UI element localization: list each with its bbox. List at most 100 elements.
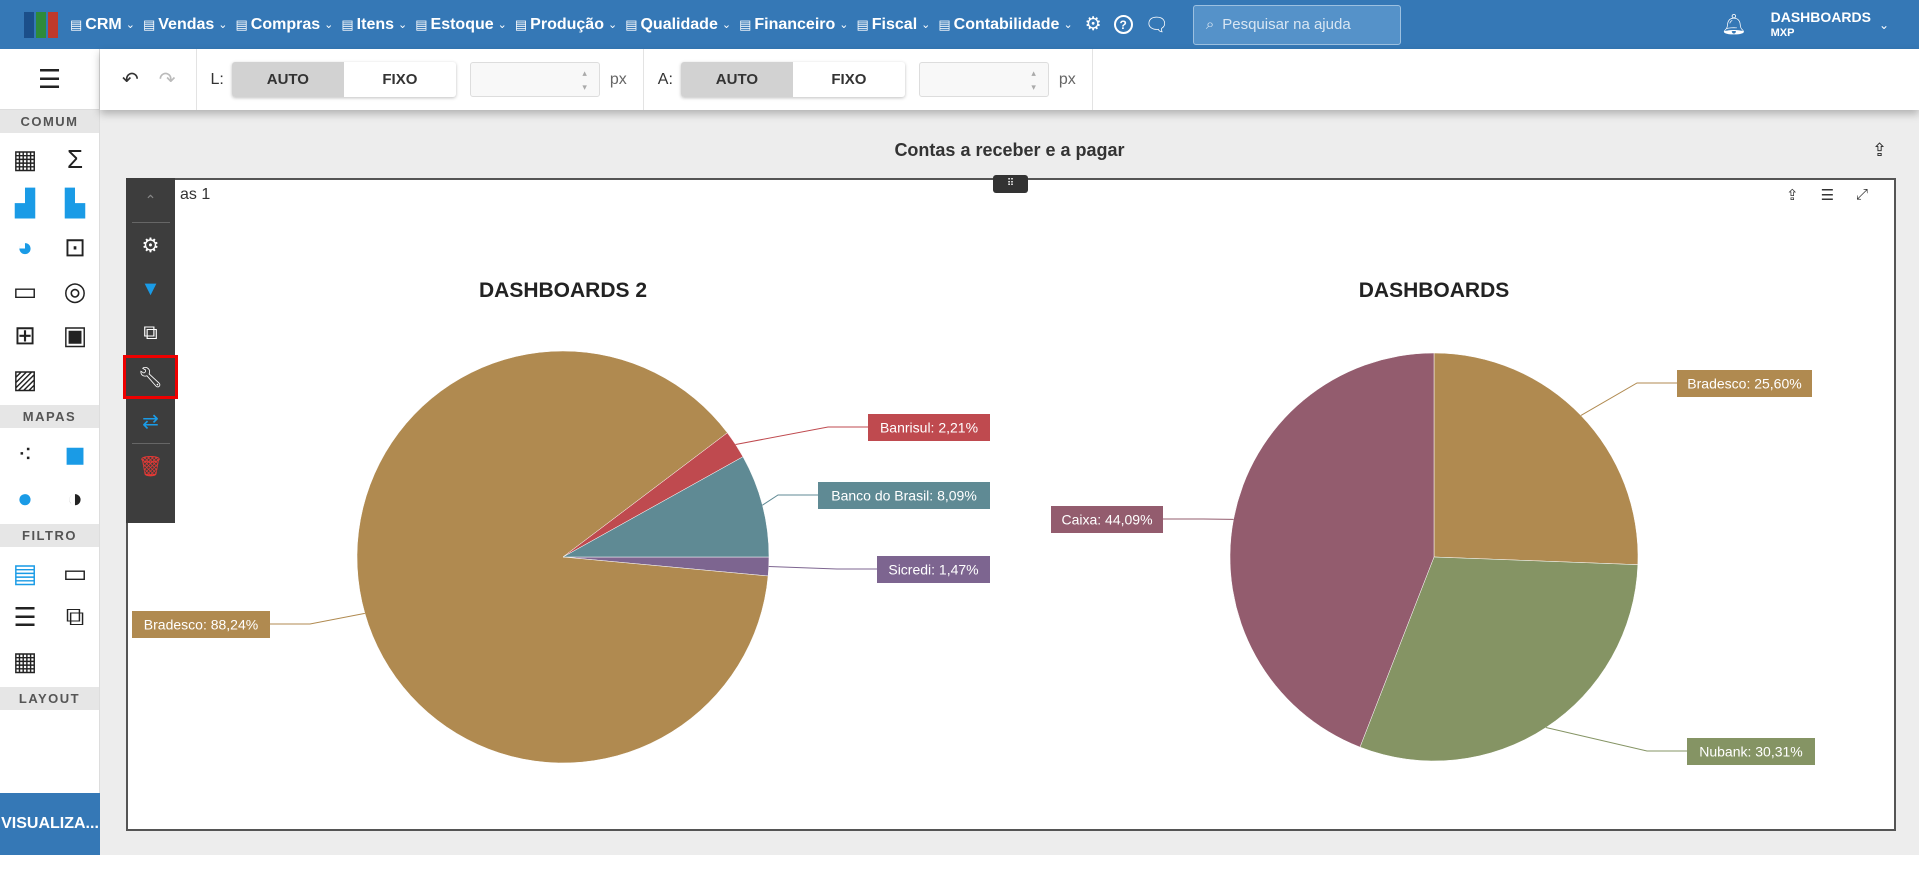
nav-compras[interactable]: ▤ Compras ⌄ [235,15,334,33]
table-widget-icon[interactable]: ▦ [12,143,38,174]
delete-icon[interactable]: 🗑︎ [137,455,164,478]
gear-icon[interactable]: ⚙ [1084,14,1102,35]
leader-line [735,426,868,445]
image-widget-icon[interactable]: ▣ [62,319,88,350]
gauge-widget-icon[interactable]: ◎ [63,275,87,306]
chevron-down-icon[interactable]: ⌄ [1878,17,1889,32]
chevron-down-icon: ⌄ [125,19,135,31]
panel-caption: as 1 [180,186,211,203]
width-auto-button[interactable]: AUTO [231,62,344,97]
section-comum: COMUM [0,110,99,133]
nav-estoque[interactable]: ▤ Estoque ⌄ [415,15,507,33]
height-fixed-button[interactable]: FIXO [831,71,867,88]
slice-label-box [1677,370,1812,397]
filter-icon[interactable]: ▼ [140,277,161,300]
pie-slice[interactable] [1433,352,1639,565]
height-mode-toggle[interactable]: AUTO FIXO [680,62,905,97]
bar-chart-widget-icon[interactable]: ▟ [15,187,35,218]
height-input[interactable] [918,62,1049,97]
ledger-icon: ▤ [938,16,951,32]
wrench-icon[interactable]: 🔧︎ [123,355,178,399]
leader-line [270,612,365,625]
help-icon[interactable]: ? [1113,15,1133,34]
undo-icon[interactable]: ↶ [122,69,139,91]
nav-fiscal[interactable]: ▤ Fiscal ⌄ [856,15,931,33]
slice-label: Caixa: 44,09% [1061,512,1152,528]
chat-icon[interactable]: 🗨︎ [1144,14,1169,36]
text-widget-icon[interactable]: ⊞ [14,319,36,350]
drag-handle[interactable]: ⠿ [993,175,1028,193]
slice-label-box [132,611,270,638]
export-icon[interactable]: ⇪ [1872,140,1888,160]
chart-title: DASHBOARDS [1359,279,1510,302]
list-box-icon[interactable]: ☰ [13,601,37,632]
pie-slice[interactable] [1229,352,1435,748]
combo-box-icon[interactable]: ▭ [62,557,88,588]
nav-produção[interactable]: ▤ Produção ⌄ [514,15,618,33]
pie-slice[interactable] [1359,556,1639,762]
menu-icon[interactable]: ☰ [0,49,99,110]
height-auto-button[interactable]: AUTO [680,62,793,97]
width-fixed-button[interactable]: FIXO [382,71,418,88]
nav-qualidade[interactable]: ▤ Qualidade ⌄ [625,15,732,33]
nav-vendas[interactable]: ▤ Vendas ⌄ [142,15,228,33]
pie-chart-widget-icon[interactable]: ◕ [17,231,33,262]
maximize-icon[interactable]: ⤢ [1856,186,1869,203]
dot-map-icon[interactable]: ⁖ [17,438,33,469]
range-filter-icon[interactable]: ▤ [12,557,38,588]
pie-slice[interactable] [562,456,770,558]
height-unit: px [1058,70,1076,88]
nav-financeiro[interactable]: ▤ Financeiro ⌄ [739,15,849,33]
width-label: L: [210,70,224,88]
inspect-data-icon[interactable]: ☰ [1820,187,1835,204]
sum-widget-icon[interactable]: Σ [66,143,84,174]
card-widget-icon[interactable]: ▭ [12,275,38,306]
bound-image-widget-icon[interactable]: ▨ [12,363,38,394]
settings-icon[interactable]: ⚙ [141,234,160,257]
slice-label-box [1687,738,1815,765]
slice-label: Bradesco: 25,60% [1687,376,1801,392]
chevron-down-icon: ⌄ [607,19,618,31]
redo-icon[interactable]: ↷ [158,69,176,91]
nav-itens[interactable]: ▤ Itens ⌄ [341,15,408,33]
bell-icon[interactable]: 🔔︎ [1721,14,1747,36]
slice-label: Bradesco: 88,24% [144,617,258,633]
slice-label: Nubank: 30,31% [1699,744,1803,760]
app-logo[interactable] [24,11,58,38]
leader-line [762,494,818,506]
width-mode-toggle[interactable]: AUTO FIXO [231,62,456,97]
export-icon[interactable]: ⇪ [1786,187,1799,204]
pie-map-icon[interactable]: ◑ [67,482,83,513]
width-input[interactable] [469,62,600,97]
tree-view-icon[interactable]: ⧉ [65,601,85,631]
chevron-down-icon: ⌄ [398,19,408,31]
swap-icon[interactable]: ⇄ [142,410,159,433]
nav-contabilidade[interactable]: ▤ Contabilidade ⌄ [938,15,1073,33]
nav-crm[interactable]: ▤ CRM ⌄ [70,15,135,33]
slice-label-box [818,482,990,509]
treemap-widget-icon[interactable]: ▙ [65,187,85,218]
scatter-widget-icon[interactable]: ⊡ [64,231,86,262]
chevron-down-icon: ⌄ [839,19,849,31]
section-filtro: FILTRO [0,524,99,547]
factory-icon: ▤ [514,16,528,32]
main-nav: ▤ CRM ⌄ ▤ Vendas ⌄ ▤ Compras ⌄ ▤ Itens ⌄ ▤ Estoque ⌄ ▤ P… [70,0,1073,49]
leader-line [768,566,877,570]
stock-icon: ▤ [415,16,428,32]
chevron-down-icon: ⌄ [218,19,228,31]
chevron-down-icon: ⌄ [497,19,507,31]
leader-line [1580,382,1677,416]
bubble-map-icon[interactable]: ● [17,482,33,513]
crm-icon: ▤ [70,16,83,32]
help-search-input[interactable]: ⌕ Pesquisar na ajuda [1192,4,1401,45]
choropleth-map-icon[interactable]: ◼ [64,438,86,469]
dollar-icon: ▤ [142,16,156,32]
user-menu[interactable]: DASHBOARDS MXP [1770,8,1871,39]
view-button[interactable]: VISUALIZA... [0,793,100,855]
chevron-down-icon: ⌄ [1063,19,1073,31]
convert-widget-icon[interactable]: ⧉ [143,321,158,344]
chevron-up-icon[interactable]: ⌃ [144,191,157,208]
date-filter-icon[interactable]: ▦ [12,645,38,676]
top-header: ▤ CRM ⌄ ▤ Vendas ⌄ ▤ Compras ⌄ ▤ Itens ⌄ ▤ Estoque ⌄ ▤ P… [0,0,1919,49]
